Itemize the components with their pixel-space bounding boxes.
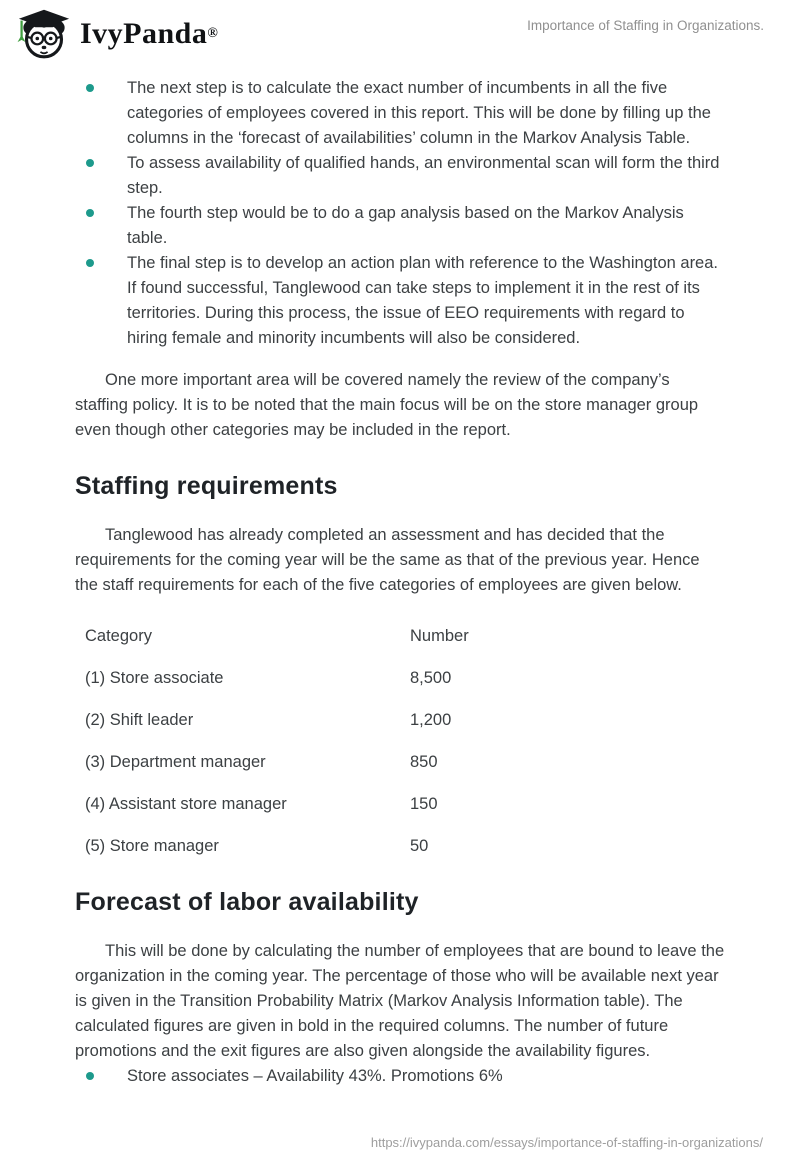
cell-number: 8,500 — [410, 669, 452, 687]
paragraph: One more important area will be covered … — [75, 371, 699, 439]
cell-category: (5) Store manager — [85, 837, 219, 855]
table-row: (2) Shift leader 1,200 — [85, 708, 725, 733]
list-item: To assess availability of qualified hand… — [75, 151, 725, 201]
bullet-icon — [86, 1072, 94, 1080]
availability-list: Store associates – Availability 43%. Pro… — [75, 1064, 725, 1089]
list-item-text: The final step is to develop an action p… — [127, 254, 718, 347]
source-url: https://ivypanda.com/essays/importance-o… — [370, 1135, 763, 1150]
table-header-row: Category Number — [85, 624, 725, 649]
list-item: The fourth step would be to do a gap ana… — [75, 201, 725, 251]
bullet-icon — [86, 159, 94, 167]
list-item-text: The fourth step would be to do a gap ana… — [127, 204, 684, 247]
bullet-icon — [86, 259, 94, 267]
staffing-requirements-table: Category Number (1) Store associate 8,50… — [85, 624, 725, 859]
page-header: IvyPanda ® Importance of Staffing in Orga… — [0, 0, 800, 60]
column-header-number: Number — [410, 627, 469, 645]
list-item-text: To assess availability of qualified hand… — [127, 154, 720, 197]
ivypanda-logo: IvyPanda ® — [14, 8, 218, 60]
cell-number: 50 — [410, 837, 429, 855]
cell-number: 150 — [410, 795, 438, 813]
process-steps-list: The next step is to calculate the exact … — [75, 76, 725, 351]
bullet-icon — [86, 209, 94, 217]
table-row: (1) Store associate 8,500 — [85, 666, 725, 691]
list-item: The next step is to calculate the exact … — [75, 76, 725, 151]
panda-graduate-icon — [14, 8, 74, 60]
table-row: (5) Store manager 50 — [85, 834, 725, 859]
document-title: Importance of Staffing in Organizations. — [527, 18, 764, 33]
cell-category: (1) Store associate — [85, 669, 224, 687]
cell-category: (2) Shift leader — [85, 711, 194, 729]
registered-mark: ® — [207, 26, 218, 41]
table-row: (4) Assistant store manager 150 — [85, 792, 725, 817]
bullet-icon — [86, 84, 94, 92]
list-item-text: The next step is to calculate the exact … — [127, 79, 711, 147]
cell-number: 850 — [410, 753, 438, 771]
table-row: (3) Department manager 850 — [85, 750, 725, 775]
list-item-text: Store associates – Availability 43%. Pro… — [127, 1067, 503, 1085]
paragraph: Tanglewood has already completed an asse… — [75, 526, 700, 594]
paragraph: This will be done by calculating the num… — [75, 942, 725, 1060]
column-header-category: Category — [85, 627, 152, 645]
cell-number: 1,200 — [410, 711, 452, 729]
list-item: The final step is to develop an action p… — [75, 251, 725, 351]
cell-category: (4) Assistant store manager — [85, 795, 287, 813]
brand-name: IvyPanda — [80, 17, 208, 50]
document-body: The next step is to calculate the exact … — [0, 60, 800, 1089]
list-item: Store associates – Availability 43%. Pro… — [75, 1064, 725, 1089]
section-heading-forecast-labor-availability: Forecast of labor availability — [75, 888, 419, 916]
cell-category: (3) Department manager — [85, 753, 266, 771]
section-heading-staffing-requirements: Staffing requirements — [75, 472, 338, 500]
page-footer: https://ivypanda.com/essays/importance-o… — [371, 1135, 763, 1150]
